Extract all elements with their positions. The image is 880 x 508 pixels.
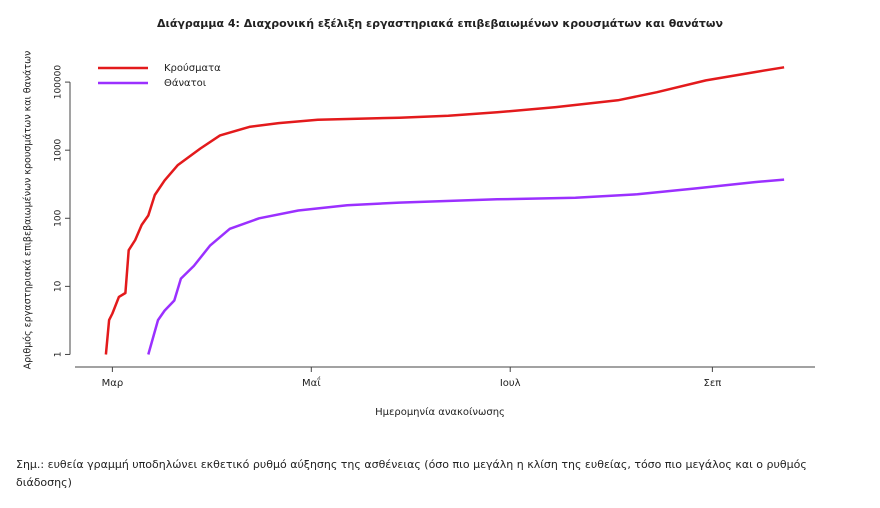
y-tick-label: 1: [54, 352, 64, 358]
x-tick-label: Μαΐ: [302, 375, 321, 389]
y-tick-label: 10: [54, 280, 64, 292]
x-tick-label: Μαρ: [102, 378, 124, 389]
y-tick-label: 1000: [54, 138, 64, 161]
x-tick-label: Ιουλ: [500, 378, 521, 389]
y-axis-label: Αριθμός εργαστηριακά επιβεβαιωμένων κρου…: [23, 51, 34, 370]
note: Σημ.: ευθεία γραμμή υποδηλώνει εκθετικό …: [16, 458, 807, 489]
x-axis-label: Ημερομηνία ανακοίνωσης: [375, 406, 505, 418]
legend-label: Θάνατοι: [164, 77, 207, 89]
x-tick-label: Σεπ: [704, 378, 722, 389]
series-line: [147, 178, 785, 355]
chart: Διάγραμμα 4: Διαχρονική εξέλιξη εργαστηρ…: [23, 17, 815, 418]
chart-title: Διάγραμμα 4: Διαχρονική εξέλιξη εργαστηρ…: [157, 17, 723, 30]
legend-label: Κρούσματα: [164, 62, 221, 74]
y-tick-label: 100: [54, 209, 64, 226]
y-tick-label: 100000: [54, 65, 64, 100]
series-line: [104, 66, 785, 355]
